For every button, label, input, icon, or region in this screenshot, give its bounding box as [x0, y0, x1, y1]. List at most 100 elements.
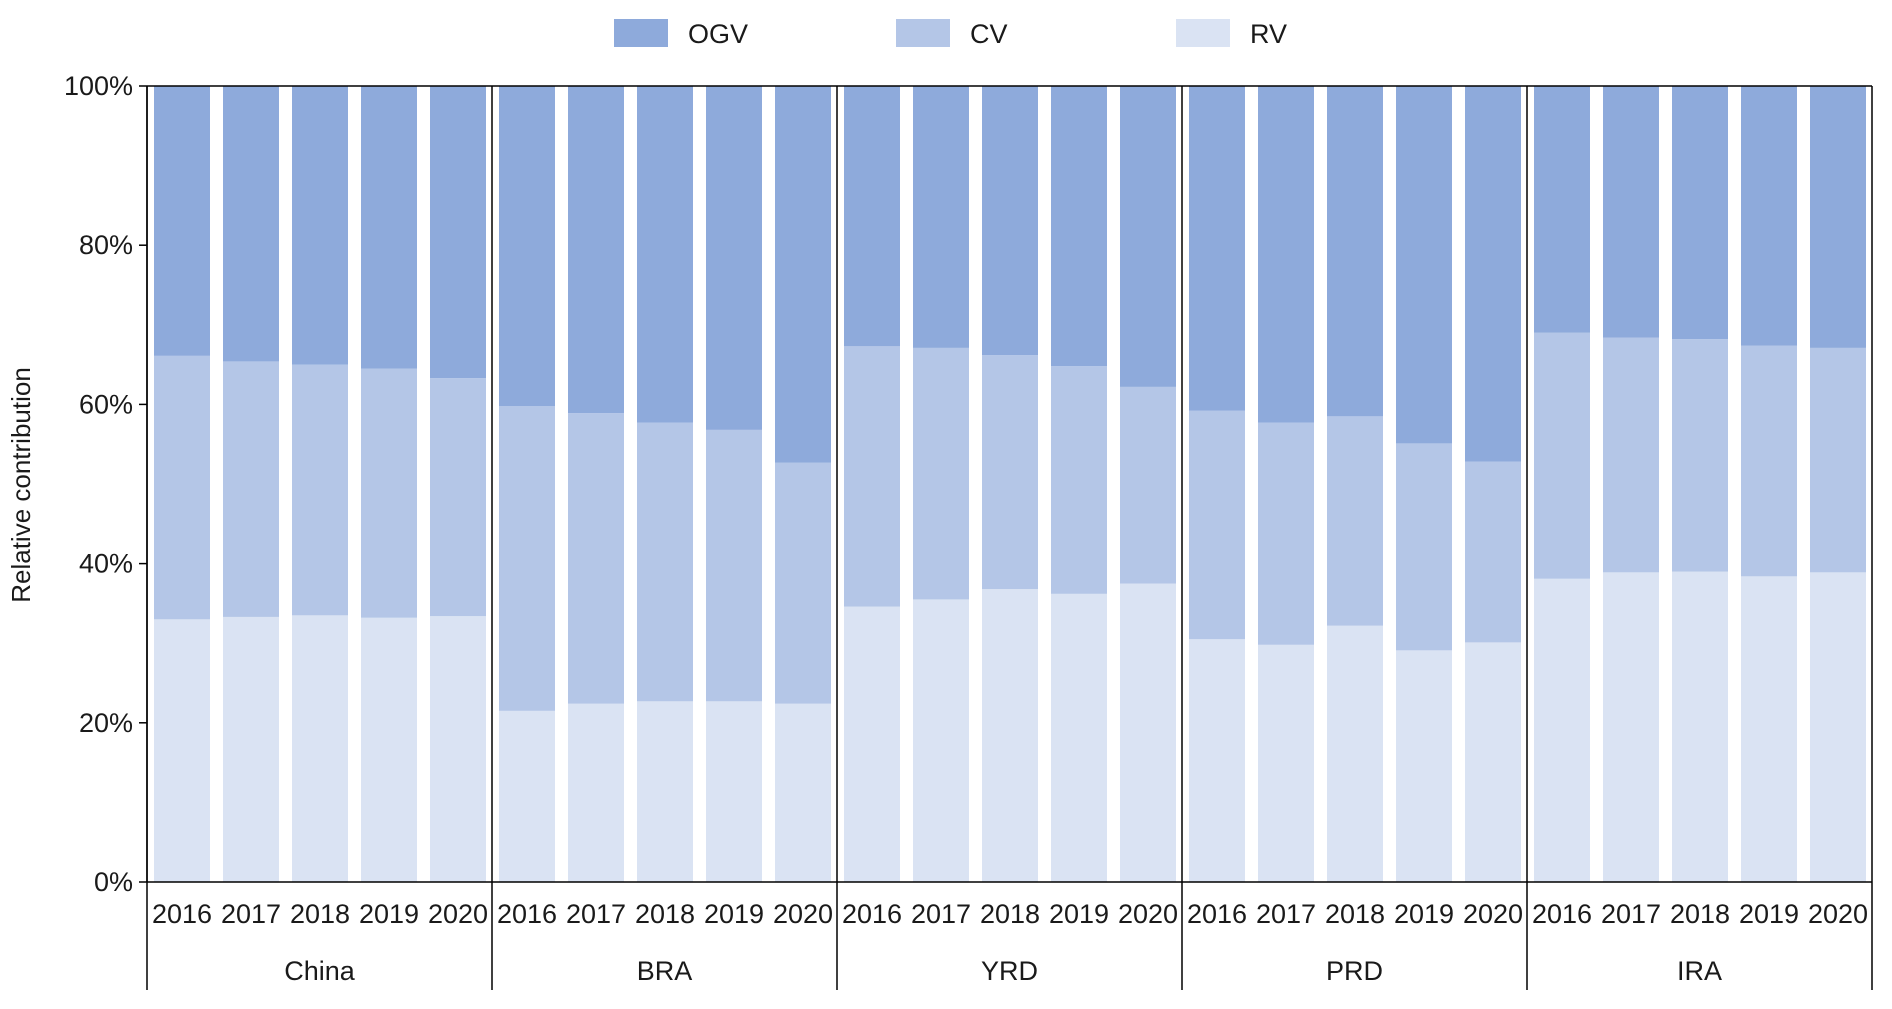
bar-ogv-yrd-2016 [844, 86, 900, 347]
bar-rv-ira-2018 [1672, 571, 1728, 882]
bar-ogv-ira-2019 [1741, 86, 1797, 346]
x-tick-label: 2019 [1394, 899, 1454, 929]
group-label-ira: IRA [1677, 956, 1722, 986]
y-tick-label: 0% [94, 867, 133, 897]
bar-rv-prd-2018 [1327, 625, 1383, 882]
bar-cv-ira-2017 [1603, 337, 1659, 573]
bar-rv-bra-2016 [499, 710, 555, 882]
bar-ogv-bra-2019 [706, 86, 762, 430]
bar-rv-china-2017 [223, 616, 279, 882]
x-tick-label: 2017 [1256, 899, 1316, 929]
x-tick-label: 2019 [1739, 899, 1799, 929]
bar-ogv-prd-2016 [1189, 86, 1245, 411]
bar-ogv-china-2019 [361, 86, 417, 369]
bar-cv-yrd-2017 [913, 347, 969, 600]
bar-ogv-bra-2017 [568, 86, 624, 414]
bar-cv-ira-2019 [1741, 345, 1797, 577]
x-tick-label: 2016 [152, 899, 212, 929]
bar-rv-ira-2019 [1741, 576, 1797, 882]
bar-rv-yrd-2018 [982, 589, 1038, 882]
bar-ogv-china-2016 [154, 86, 210, 356]
x-tick-label: 2020 [1118, 899, 1178, 929]
x-tick-label: 2018 [290, 899, 350, 929]
x-tick-label: 2016 [1532, 899, 1592, 929]
y-tick-label: 80% [79, 230, 133, 260]
y-axis-title: Relative contribution [6, 367, 36, 603]
bar-cv-bra-2018 [637, 422, 693, 702]
bar-cv-bra-2019 [706, 429, 762, 702]
bar-cv-prd-2019 [1396, 443, 1452, 651]
x-tick-label: 2019 [359, 899, 419, 929]
bar-cv-china-2017 [223, 361, 279, 617]
x-tick-label: 2017 [566, 899, 626, 929]
bar-rv-yrd-2017 [913, 599, 969, 882]
legend: OGV CV RV [614, 19, 1287, 49]
y-tick-label: 100% [64, 71, 133, 101]
bar-rv-ira-2016 [1534, 578, 1590, 882]
bar-rv-bra-2020 [775, 703, 831, 882]
bar-ogv-yrd-2018 [982, 86, 1038, 356]
axes [146, 85, 1873, 990]
bar-rv-china-2020 [430, 616, 486, 882]
bar-rv-ira-2020 [1810, 572, 1866, 882]
bar-ogv-yrd-2017 [913, 86, 969, 348]
bar-cv-yrd-2020 [1120, 386, 1176, 584]
x-tick-label: 2017 [221, 899, 281, 929]
x-tick-label: 2020 [1463, 899, 1523, 929]
x-tick-label: 2019 [1049, 899, 1109, 929]
bar-cv-ira-2016 [1534, 332, 1590, 579]
y-tick-label: 40% [79, 549, 133, 579]
bar-cv-ira-2020 [1810, 347, 1866, 573]
bar-ogv-ira-2020 [1810, 86, 1866, 348]
bar-cv-prd-2016 [1189, 410, 1245, 640]
bar-ogv-prd-2019 [1396, 86, 1452, 444]
group-label-prd: PRD [1326, 956, 1383, 986]
bar-cv-ira-2018 [1672, 339, 1728, 572]
bar-rv-china-2019 [361, 617, 417, 882]
x-tick-label: 2016 [1187, 899, 1247, 929]
legend-label-ogv: OGV [688, 19, 748, 49]
y-axis-ticks: 0% 20% 40% 60% 80% 100% [64, 71, 147, 897]
x-tick-label: 2018 [1670, 899, 1730, 929]
bar-cv-prd-2018 [1327, 416, 1383, 626]
bar-rv-yrd-2020 [1120, 583, 1176, 882]
bar-rv-bra-2017 [568, 703, 624, 882]
bar-cv-yrd-2018 [982, 355, 1038, 590]
bar-cv-china-2018 [292, 364, 348, 616]
bar-ogv-china-2020 [430, 86, 486, 379]
bar-cv-china-2019 [361, 368, 417, 618]
bar-cv-bra-2016 [499, 405, 555, 711]
bar-ogv-bra-2020 [775, 86, 831, 463]
bar-rv-prd-2016 [1189, 639, 1245, 882]
bar-cv-yrd-2016 [844, 346, 900, 607]
bar-cv-bra-2017 [568, 413, 624, 704]
bar-cv-bra-2020 [775, 462, 831, 704]
bar-ogv-prd-2018 [1327, 86, 1383, 417]
legend-swatch-ogv [614, 19, 668, 47]
x-tick-label: 2016 [497, 899, 557, 929]
bar-ogv-bra-2018 [637, 86, 693, 423]
x-tick-label: 2018 [635, 899, 695, 929]
bar-ogv-ira-2016 [1534, 86, 1590, 333]
bar-rv-prd-2020 [1465, 642, 1521, 882]
bar-rv-prd-2017 [1258, 644, 1314, 882]
bar-rv-ira-2017 [1603, 572, 1659, 882]
y-tick-label: 20% [79, 708, 133, 738]
y-tick-label: 60% [79, 389, 133, 419]
bars [154, 86, 1866, 882]
bar-cv-china-2016 [154, 355, 210, 620]
bar-ogv-china-2017 [223, 86, 279, 362]
bar-rv-china-2016 [154, 619, 210, 882]
bar-ogv-prd-2017 [1258, 86, 1314, 423]
legend-swatch-rv [1176, 19, 1230, 47]
group-label-bra: BRA [637, 956, 693, 986]
x-tick-label: 2017 [1601, 899, 1661, 929]
bar-rv-bra-2018 [637, 701, 693, 882]
bar-ogv-ira-2017 [1603, 86, 1659, 338]
bar-rv-yrd-2016 [844, 606, 900, 882]
x-tick-label: 2020 [428, 899, 488, 929]
x-tick-label: 2017 [911, 899, 971, 929]
x-axis-labels: 2016 2017 2018 2019 2020 China 2016 2017 2018 201… [152, 899, 1868, 986]
x-tick-label: 2020 [773, 899, 833, 929]
